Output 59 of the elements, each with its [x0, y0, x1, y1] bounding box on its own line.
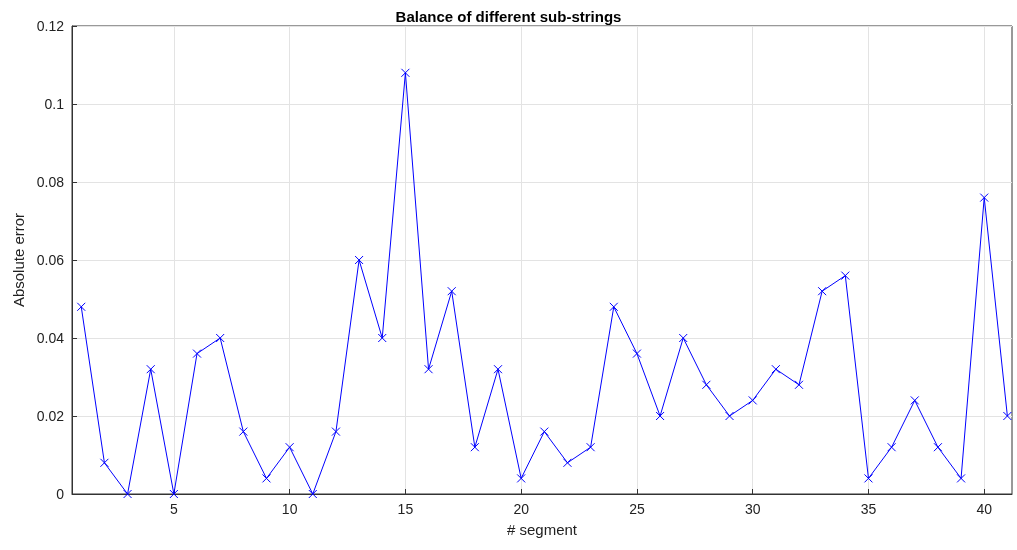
point	[725, 411, 735, 421]
y-tick-label: 0.02	[36, 408, 65, 424]
y-tick-label: 0.1	[44, 96, 65, 112]
point	[169, 489, 179, 499]
y-tick-label: 0.04	[36, 330, 65, 346]
chart-title: Balance of different sub-strings	[395, 8, 622, 25]
x-tick-label: 5	[169, 501, 178, 517]
point	[701, 380, 711, 390]
point	[377, 333, 387, 343]
point	[562, 458, 572, 468]
y-axis-title: Absolute error	[9, 212, 27, 308]
point	[238, 427, 248, 437]
y-tick-label: 0.06	[36, 252, 65, 268]
point	[933, 442, 943, 452]
point	[586, 442, 596, 452]
point	[470, 442, 480, 452]
point	[887, 442, 897, 452]
x-tick-label: 15	[397, 501, 414, 517]
x-tick-label: 10	[281, 501, 298, 517]
x-tick-label: 20	[513, 501, 530, 517]
point	[123, 489, 133, 499]
point	[794, 380, 804, 390]
x-axis-title: # segment	[506, 521, 578, 538]
point	[863, 473, 873, 483]
point	[76, 302, 86, 312]
point	[910, 395, 920, 405]
x-tick-label: 30	[744, 501, 761, 517]
y-tick-label: 0.12	[36, 18, 65, 34]
point	[956, 473, 966, 483]
point	[493, 364, 503, 374]
point	[400, 68, 410, 78]
point	[146, 364, 156, 374]
point	[424, 364, 434, 374]
point	[354, 255, 364, 265]
point	[99, 458, 109, 468]
point	[609, 302, 619, 312]
point	[331, 427, 341, 437]
point	[447, 286, 457, 296]
x-tick-label: 40	[976, 501, 993, 517]
point	[840, 271, 850, 281]
point	[748, 395, 758, 405]
y-tick-label: 0.08	[36, 174, 65, 190]
point	[817, 286, 827, 296]
x-tick-label: 35	[860, 501, 877, 517]
point	[632, 349, 642, 359]
point	[655, 411, 665, 421]
point	[192, 349, 202, 359]
point	[285, 442, 295, 452]
point	[539, 427, 549, 437]
point	[308, 489, 318, 499]
point	[979, 193, 989, 203]
point	[215, 333, 225, 343]
point	[771, 364, 781, 374]
y-tick-label: 0	[56, 486, 65, 502]
x-tick-label: 25	[629, 501, 645, 517]
point	[678, 333, 688, 343]
point	[261, 473, 271, 483]
point	[516, 473, 526, 483]
point	[1002, 411, 1012, 421]
